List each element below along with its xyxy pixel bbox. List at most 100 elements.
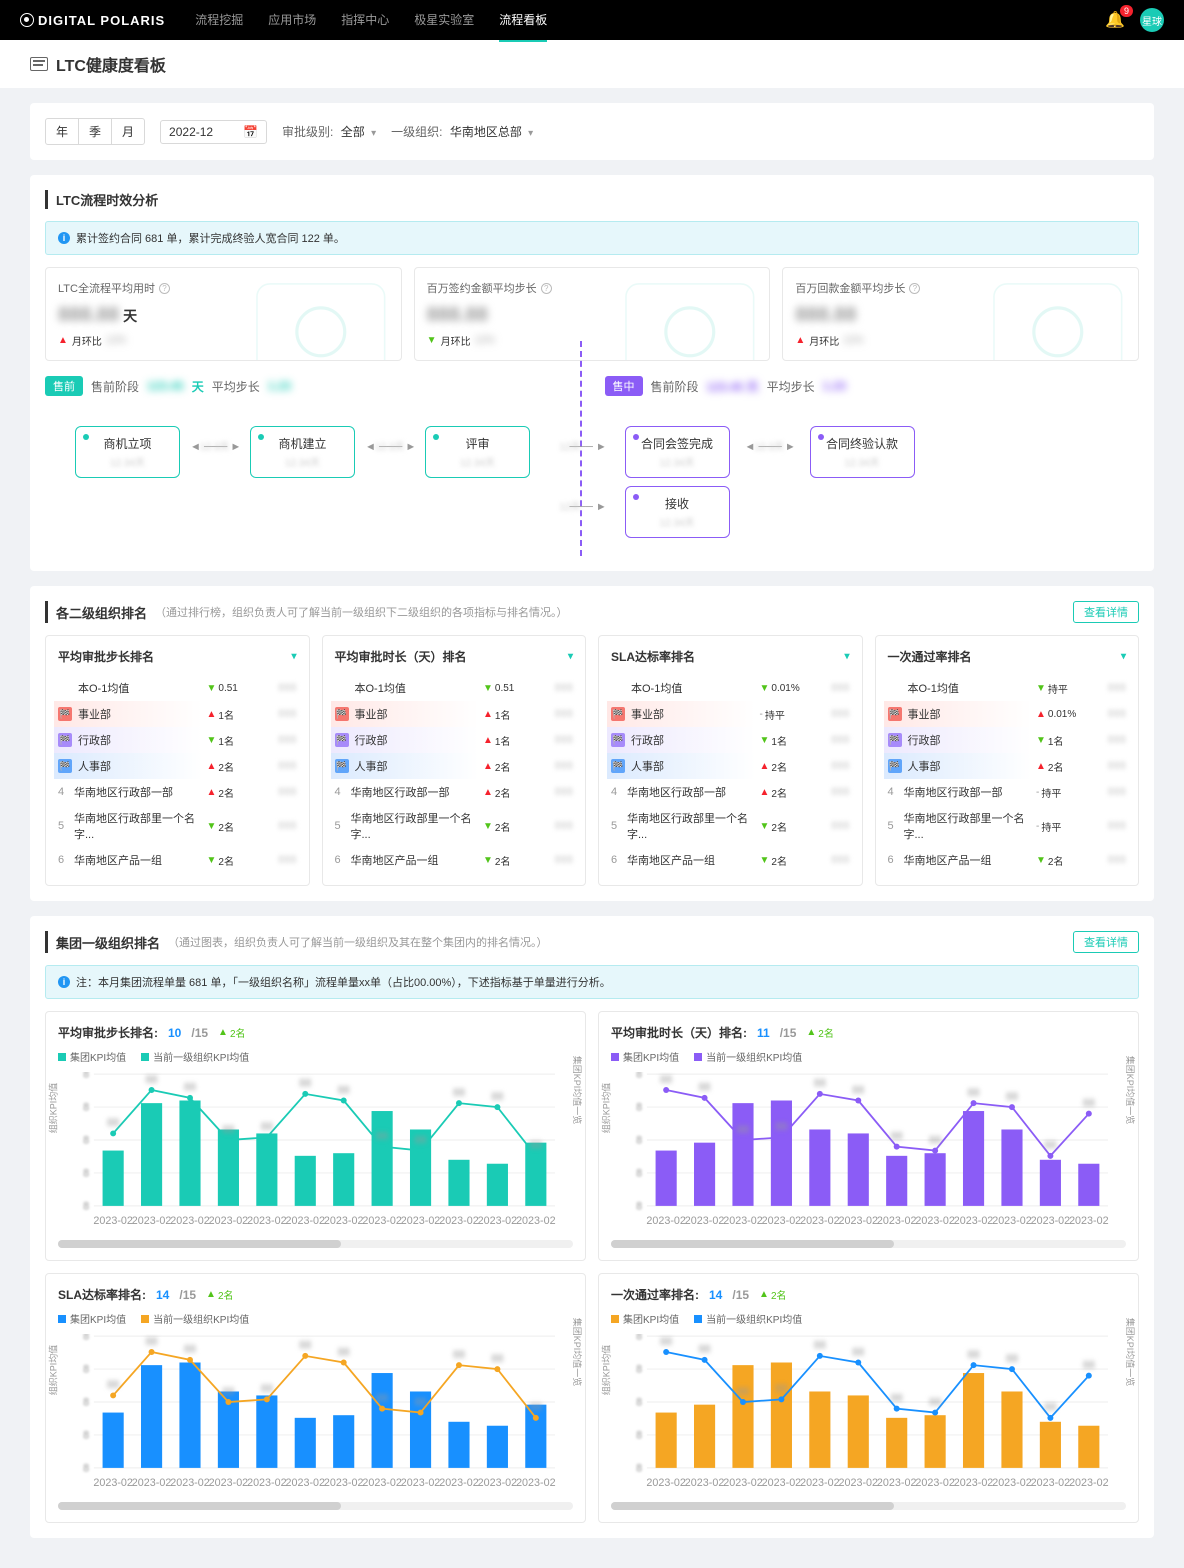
flow-node[interactable]: 商机建立12.34天 — [250, 426, 355, 478]
rank-row[interactable]: 🏁事业部- 持平888 — [607, 701, 854, 727]
segment-item[interactable]: 年 — [46, 119, 79, 144]
svg-text:88: 88 — [852, 1346, 864, 1358]
help-icon[interactable]: ? — [159, 283, 170, 294]
rank-row[interactable]: 4华南地区行政部一部▲ 2名888 — [611, 779, 850, 805]
rank-row[interactable]: 6华南地区产品一组▼ 2名888 — [58, 847, 297, 873]
svg-text:8: 8 — [636, 1397, 642, 1409]
chart-title: 平均审批步长排名: 10/15▲2名 — [58, 1024, 573, 1041]
section-rank1: 集团一级组织排名 （通过图表，组织负责人可了解当前一级组织及其在整个集团内的排名… — [30, 916, 1154, 1538]
section-title: 集团一级组织排名 （通过图表，组织负责人可了解当前一级组织及其在整个集团内的排名… — [45, 931, 1139, 953]
svg-text:88: 88 — [107, 1117, 119, 1129]
rank-row[interactable]: 🏁行政部▼ 1名888 — [607, 727, 854, 753]
svg-text:88: 88 — [530, 1402, 542, 1414]
svg-text:88: 88 — [222, 1124, 234, 1136]
svg-text:2023-02: 2023-02 — [646, 1215, 686, 1227]
svg-text:2023-02: 2023-02 — [723, 1477, 763, 1489]
rank-row[interactable]: 🏁人事部▲ 2名888 — [607, 753, 854, 779]
rank-row[interactable]: 5华南地区行政部里一个名字...- 持平888 — [888, 805, 1127, 847]
nav-item[interactable]: 流程看板 — [499, 0, 547, 42]
svg-text:88: 88 — [376, 1392, 388, 1404]
main: 年季月 2022-12📅 审批级别: 全部 ▾ 一级组织: 华南地区总部 ▾ L… — [0, 88, 1184, 1568]
chart-title: SLA达标率排名: 14/15▲2名 — [58, 1286, 573, 1303]
rank-badge-icon: 🏁 — [888, 707, 902, 721]
org-filter[interactable]: 一级组织: 华南地区总部 ▾ — [391, 123, 533, 140]
chart-scrollbar[interactable] — [58, 1240, 573, 1248]
rank-row[interactable]: 🏁人事部▲ 2名888 — [884, 753, 1131, 779]
view-detail-button[interactable]: 查看详情 — [1073, 931, 1139, 953]
svg-text:88: 88 — [737, 1386, 749, 1398]
svg-text:2023-02: 2023-02 — [915, 1215, 955, 1227]
rank-row[interactable]: 6华南地区产品一组▼ 2名888 — [335, 847, 574, 873]
page-title-bar: LTC健康度看板 — [0, 40, 1184, 88]
svg-text:2023-02: 2023-02 — [93, 1215, 133, 1227]
approval-level-filter[interactable]: 审批级别: 全部 ▾ — [282, 123, 376, 140]
segment-item[interactable]: 月 — [112, 119, 144, 144]
filters: 年季月 2022-12📅 审批级别: 全部 ▾ 一级组织: 华南地区总部 ▾ — [45, 118, 1139, 145]
chart-scrollbar[interactable] — [58, 1502, 573, 1510]
svg-text:2023-02: 2023-02 — [992, 1215, 1032, 1227]
view-detail-button[interactable]: 查看详情 — [1073, 601, 1139, 623]
svg-text:88: 88 — [261, 1121, 273, 1133]
rank-row[interactable]: 4华南地区行政部一部- 持平888 — [888, 779, 1127, 805]
svg-text:88: 88 — [1006, 1091, 1018, 1103]
rank-row[interactable]: 4华南地区行政部一部▲ 2名888 — [335, 779, 574, 805]
help-icon[interactable]: ? — [909, 283, 920, 294]
svg-text:2023-02: 2023-02 — [209, 1215, 249, 1227]
rank-row[interactable]: 6华南地区产品一组▼ 2名888 — [611, 847, 850, 873]
sort-icon[interactable]: ▾ — [1121, 651, 1126, 662]
chart-scrollbar[interactable] — [611, 1502, 1126, 1510]
date-picker[interactable]: 2022-12📅 — [160, 120, 267, 144]
flow-node[interactable]: 商机立项12.34天 — [75, 426, 180, 478]
nav-item[interactable]: 指挥中心 — [341, 0, 389, 42]
rank-row[interactable]: 5华南地区行政部里一个名字...▼ 2名888 — [58, 805, 297, 847]
nav-item[interactable]: 极星实验室 — [414, 0, 474, 42]
nav-item[interactable]: 流程挖掘 — [195, 0, 243, 42]
time-segment[interactable]: 年季月 — [45, 118, 145, 145]
rank-row[interactable]: 5华南地区行政部里一个名字...▼ 2名888 — [335, 805, 574, 847]
svg-text:8: 8 — [83, 1168, 89, 1180]
flow-node[interactable]: 合同会签完成12.34天 — [625, 426, 730, 478]
flow-node[interactable]: 接收12.34天 — [625, 486, 730, 538]
chevron-down-icon: ▾ — [371, 128, 376, 139]
help-icon[interactable]: ? — [541, 283, 552, 294]
svg-text:88: 88 — [929, 1396, 941, 1408]
svg-text:2023-02: 2023-02 — [286, 1477, 326, 1489]
svg-text:2023-02: 2023-02 — [1069, 1215, 1109, 1227]
nav-item[interactable]: 应用市场 — [268, 0, 316, 42]
sort-icon[interactable]: ▾ — [291, 651, 296, 662]
stage-pre: 售前 售前阶段 123.45 天 平均步长 1.23 商机立项12.34天◄ ─… — [45, 376, 580, 556]
rank-row[interactable]: 🏁事业部▲ 0.01%888 — [884, 701, 1131, 727]
svg-text:88: 88 — [146, 1074, 158, 1086]
rank-row[interactable]: 🏁事业部▲ 1名888 — [331, 701, 578, 727]
rank-row[interactable]: 🏁人事部▲ 2名888 — [331, 753, 578, 779]
rank-row[interactable]: 🏁行政部▲ 1名888 — [331, 727, 578, 753]
svg-text:88: 88 — [1083, 1097, 1095, 1109]
svg-text:2023-02: 2023-02 — [954, 1477, 994, 1489]
svg-text:8: 8 — [636, 1102, 642, 1114]
svg-text:2023-02: 2023-02 — [478, 1215, 518, 1227]
rank-row[interactable]: 🏁行政部▼ 1名888 — [884, 727, 1131, 753]
rank-row[interactable]: 🏁行政部▼ 1名888 — [54, 727, 301, 753]
rank-row[interactable]: 🏁人事部▲ 2名888 — [54, 753, 301, 779]
rank-row[interactable]: 🏁事业部▲ 1名888 — [54, 701, 301, 727]
svg-text:8: 8 — [83, 1430, 89, 1442]
svg-text:88: 88 — [184, 1082, 196, 1094]
svg-text:88: 88 — [107, 1379, 119, 1391]
sort-icon[interactable]: ▾ — [568, 651, 573, 662]
chart-legend: 集团KPI均值 当前一级组织KPI均值 — [611, 1049, 1126, 1064]
notification-icon[interactable]: 🔔9 — [1105, 10, 1125, 30]
kpi-card: 百万回款金额平均步长 ? 888.88 ▲月环比12% — [782, 267, 1139, 361]
svg-text:2023-02: 2023-02 — [762, 1477, 802, 1489]
segment-item[interactable]: 季 — [79, 119, 112, 144]
rank-row[interactable]: 4华南地区行政部一部▲ 2名888 — [58, 779, 297, 805]
sort-icon[interactable]: ▾ — [844, 651, 849, 662]
flow-node[interactable]: 合同终验认款12.34天 — [810, 426, 915, 478]
avatar[interactable]: 星球 — [1140, 8, 1164, 32]
rank-row[interactable]: 5华南地区行政部里一个名字...▼ 2名888 — [611, 805, 850, 847]
rank-row[interactable]: 6华南地区产品一组▼ 2名888 — [888, 847, 1127, 873]
chart-scrollbar[interactable] — [611, 1240, 1126, 1248]
flow-node[interactable]: 评审12.34天 — [425, 426, 530, 478]
svg-text:88: 88 — [929, 1134, 941, 1146]
filter-card: 年季月 2022-12📅 审批级别: 全部 ▾ 一级组织: 华南地区总部 ▾ — [30, 103, 1154, 160]
section-rank2: 各二级组织排名 （通过排行榜，组织负责人可了解当前一级组织下二级组织的各项指标与… — [30, 586, 1154, 901]
